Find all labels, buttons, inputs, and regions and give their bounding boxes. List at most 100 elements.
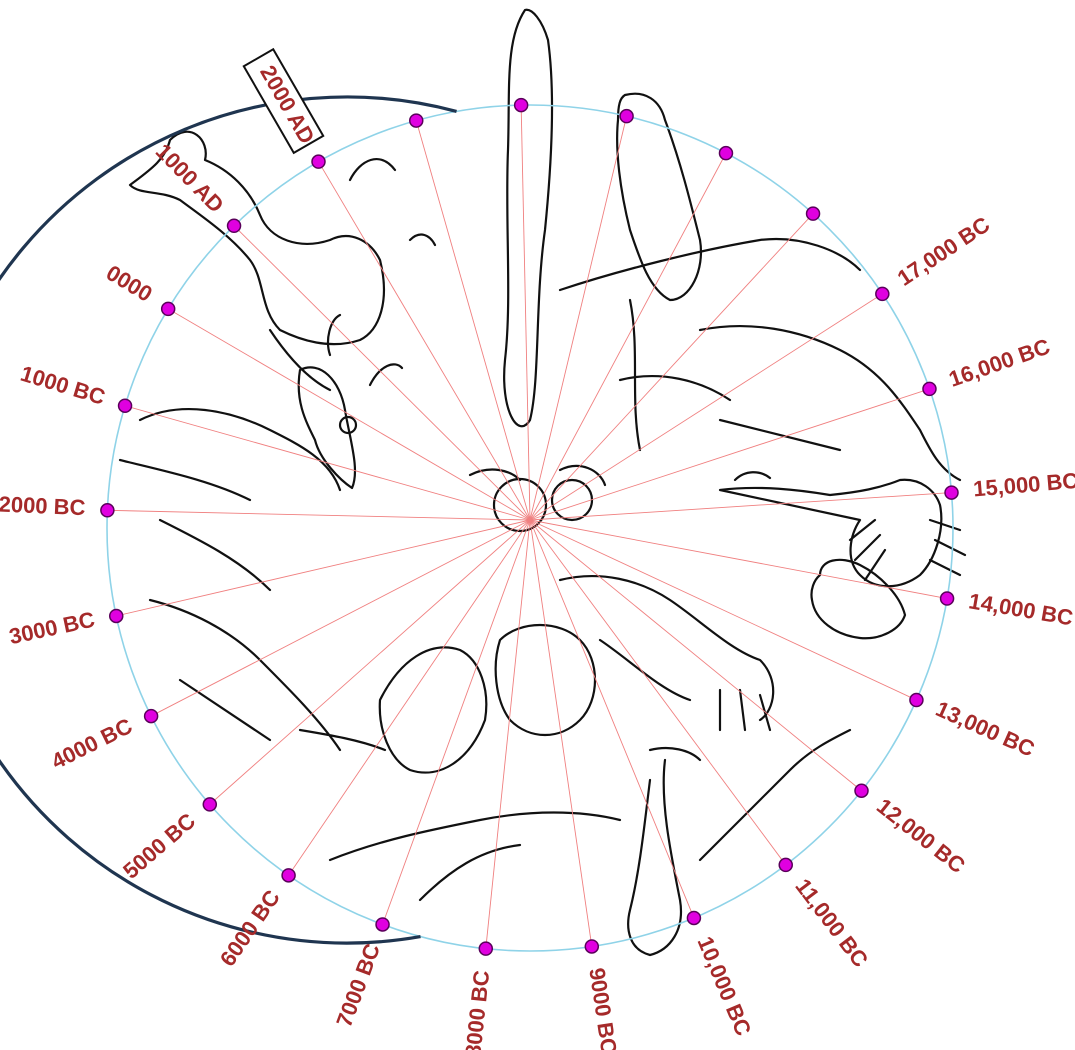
epoch-label-group: 11,000 BC [790,874,873,972]
epoch-ray [485,519,531,949]
epoch-label-group: 16,000 BC [946,334,1054,392]
bull-figure [558,574,775,732]
epoch-label-group: 13,000 BC [932,696,1038,762]
epoch-marker [100,503,115,518]
epoch-ray [318,161,531,521]
ibex-figure [297,313,404,490]
epoch-label: 7000 BC [331,940,385,1030]
epoch-ray [529,519,948,599]
epoch-marker [311,154,326,169]
epoch-marker [922,381,937,397]
epoch-ray [107,509,531,521]
epoch-ray [233,225,531,521]
epoch-ray [529,492,952,521]
epoch-ray [167,308,531,521]
epoch-marker [478,941,494,956]
epoch-label-group: 9000 BC [584,966,621,1050]
epoch-ray [288,519,531,876]
epoch-label: 1000 BC [18,361,108,410]
epoch-label-group: 8000 BC [460,969,494,1050]
epoch-label: 10,000 BC [692,933,756,1040]
epoch-label-box [242,47,325,155]
epoch-ray [529,519,787,866]
epoch-marker [117,398,133,413]
scorpion-figure [718,478,943,640]
ring-pale [106,104,954,952]
epoch-marker [108,608,124,624]
epoch-marker [143,708,159,724]
epoch-marker [854,783,869,798]
epoch-marker [778,857,793,873]
epoch-ray [415,120,531,521]
epoch-ray [529,519,862,792]
epoch-marker [619,108,634,124]
epoch-ray [529,519,593,947]
epoch-marker [584,939,600,954]
epoch-ray [529,293,883,521]
epoch-ray [529,388,930,521]
epoch-label-group: 0000 [102,260,157,307]
epoch-ray [520,105,531,521]
epoch-label: 13,000 BC [932,696,1038,762]
epoch-marker [281,868,296,883]
epoch-label-group: 6000 BC [215,885,285,971]
precession-circle [0,95,954,952]
spire-figure [503,8,554,428]
epoch-marker [944,485,959,500]
epoch-label-group: 12,000 BC [872,793,970,878]
ring-dark [0,95,457,945]
epoch-label-group: 7000 BC [331,940,385,1030]
epoch-label: 3000 BC [7,607,97,650]
epoch-marker [408,113,424,128]
epoch-label-group: 1000 AD [151,139,229,218]
epoch-label: 11,000 BC [790,874,873,972]
epoch-label: 12,000 BC [872,793,970,878]
epoch-label: 2000 BC [0,492,86,521]
epoch-ray [529,116,628,521]
lion-figure [698,325,962,482]
epoch-label-group: 2000 AD [242,47,325,155]
epoch-ray [209,519,531,805]
epoch-ray [116,519,531,617]
epoch-marker [202,797,218,812]
epoch-marker [160,301,176,317]
epoch-label-group: 10,000 BC [692,933,756,1040]
epoch-label: 0000 [102,260,157,307]
epoch-ray [529,519,695,919]
epoch-label-group: 1000 BC [18,361,108,410]
epoch-ray [150,519,531,717]
epoch-label-group: 15,000 BC [972,468,1075,502]
epoch-marker [375,917,390,932]
epoch-label: 9000 BC [584,966,621,1050]
epoch-markers [100,97,959,956]
epoch-marker [718,145,734,161]
epoch-ray [382,519,531,925]
epoch-label-group: 2000 BC [0,492,86,521]
epoch-marker [686,910,702,926]
epoch-label: 14,000 BC [967,588,1075,630]
human-figure [627,746,702,957]
epoch-ray [529,213,814,521]
epoch-label: 8000 BC [460,969,494,1050]
epoch-label: 1000 AD [151,139,229,218]
epoch-label: 17,000 BC [893,212,995,291]
epoch-label: 6000 BC [215,885,285,971]
epoch-marker [909,692,924,708]
epoch-marker [875,286,890,302]
cave-art-figures [118,8,967,957]
epoch-label-group: 4000 BC [47,713,136,774]
epoch-label-group: 3000 BC [7,607,97,650]
epoch-label: 15,000 BC [972,468,1075,502]
epoch-marker [226,218,242,234]
epoch-ray [124,405,531,521]
epoch-rays [107,105,952,949]
epoch-marker [513,97,529,113]
epoch-marker [939,591,955,606]
epoch-ray [529,519,917,701]
epoch-marker [805,206,821,221]
epoch-label-group: 17,000 BC [893,212,995,291]
goat-figure [128,130,385,346]
epoch-ray [529,152,727,521]
epoch-label: 16,000 BC [946,334,1054,392]
